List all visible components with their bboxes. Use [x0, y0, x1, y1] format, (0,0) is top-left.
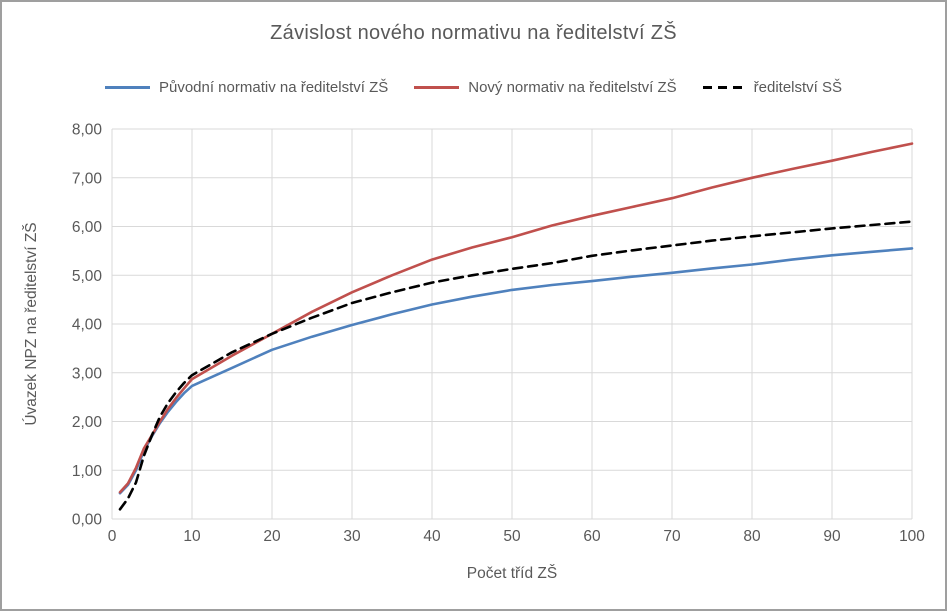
y-tick-label: 6,00 [72, 219, 103, 236]
x-axis-title: Počet tříd ZŠ [466, 565, 558, 582]
legend-label: Nový normativ na ředitelství ZŠ [468, 79, 677, 96]
x-tick-label: 0 [108, 528, 117, 545]
legend-item-novy-normativ: Nový normativ na ředitelství ZŠ [414, 79, 677, 96]
x-tick-label: 70 [663, 528, 681, 545]
legend-line-swatch-dashed [702, 86, 745, 89]
series-line-1 [118, 142, 914, 494]
legend-line-swatch-red [414, 86, 460, 89]
y-tick-label: 3,00 [72, 365, 103, 382]
x-tick-labels: 0 10 20 30 40 50 60 70 80 90 100 [108, 528, 926, 545]
gridlines [111, 128, 913, 520]
x-tick-label: 30 [343, 528, 361, 545]
y-tick-label: 4,00 [72, 317, 103, 334]
legend-line-swatch-blue [104, 86, 150, 89]
x-tick-label: 50 [503, 528, 521, 545]
x-tick-label: 80 [743, 528, 761, 545]
y-tick-label: 0,00 [72, 512, 103, 529]
legend-label: Původní normativ na ředitelství ZŠ [158, 79, 389, 96]
x-tick-label: 20 [263, 528, 281, 545]
y-tick-label: 8,00 [72, 122, 103, 139]
x-tick-label: 40 [423, 528, 441, 545]
y-tick-label: 5,00 [72, 268, 103, 285]
legend-item-puvodni-normativ: Původní normativ na ředitelství ZŠ [104, 79, 389, 96]
legend-item-reditelstvi-ss: ředitelství SŠ [702, 79, 843, 96]
x-tick-label: 90 [823, 528, 841, 545]
y-tick-label: 2,00 [72, 414, 103, 431]
y-tick-label: 7,00 [72, 170, 103, 187]
series-line-0 [118, 247, 914, 495]
y-tick-label: 1,00 [72, 463, 103, 480]
legend: Původní normativ na ředitelství ZŠ Nový … [2, 79, 945, 96]
series-line-2 [118, 220, 914, 511]
series-lines [118, 142, 914, 511]
x-tick-label: 60 [583, 528, 601, 545]
x-tick-label: 100 [899, 528, 925, 545]
chart-title: Závislost nového normativu na ředitelstv… [270, 22, 677, 44]
x-tick-label: 10 [183, 528, 201, 545]
y-tick-labels: 0,00 1,00 2,00 3,00 4,00 5,00 6,00 7,00 8,00 [72, 122, 103, 529]
legend-label: ředitelství SŠ [753, 79, 843, 96]
